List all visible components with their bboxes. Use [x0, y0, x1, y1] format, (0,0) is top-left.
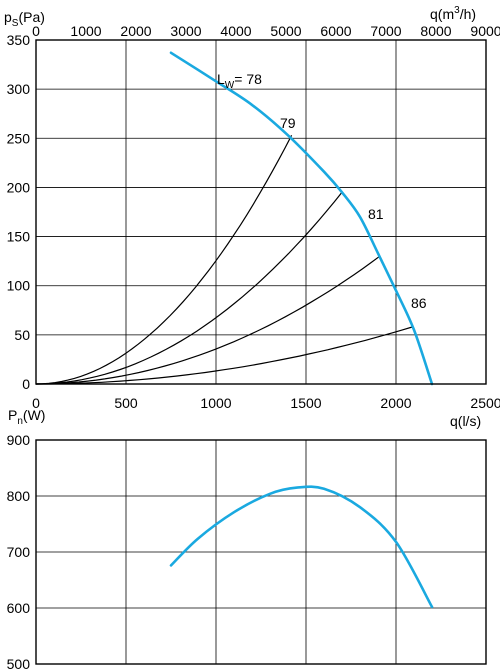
- x-tick-label: 0: [32, 395, 40, 411]
- x2-tick-label: 1000: [70, 23, 101, 39]
- bottom-chart-grid: [35, 439, 487, 665]
- y-tick-label-pressure: 150: [7, 229, 31, 245]
- system-curve: [35, 135, 293, 385]
- y-tick-label-pressure: 0: [22, 376, 30, 392]
- top-chart-curves: [35, 51, 434, 386]
- y-tick-label-pressure: 250: [7, 130, 31, 146]
- x-tick-label: 500: [114, 395, 138, 411]
- fan-pressure-curve: [169, 51, 434, 386]
- x2-tick-label: 9000: [470, 23, 500, 39]
- x2-tick-label: 5000: [270, 23, 301, 39]
- x-axis-label-flow-ls: q(l/s): [450, 413, 481, 429]
- fan-power-curve: [169, 485, 434, 609]
- y-tick-label-power: 500: [7, 656, 31, 671]
- top-chart-grid: [35, 39, 487, 385]
- x2-tick-label: 0: [32, 23, 40, 39]
- tick-labels: 0 500 1000 1500 2000 2500 0 50 100 150 200 250 300 35…: [7, 23, 500, 671]
- y-tick-label-power: 800: [7, 488, 31, 504]
- y-tick-label-pressure: 350: [7, 32, 31, 48]
- system-curve: [36, 326, 413, 385]
- y-tick-label-power: 900: [7, 432, 31, 448]
- x-tick-label: 1500: [290, 395, 321, 411]
- system-curve-label-86: 86: [411, 295, 427, 311]
- x2-tick-label: 3000: [170, 23, 201, 39]
- x2-tick-label: 2000: [120, 23, 151, 39]
- y-tick-label-pressure: 100: [7, 278, 31, 294]
- y-tick-label-power: 700: [7, 544, 31, 560]
- x2-tick-label: 6000: [320, 23, 351, 39]
- sound-power-label: LW= 78: [217, 71, 262, 91]
- y-axis-label-power: Pn(W): [8, 407, 45, 427]
- top-chart-frame: [35, 39, 487, 385]
- y-tick-label-pressure: 50: [14, 327, 30, 343]
- y-tick-label-power: 600: [7, 600, 31, 616]
- x-tick-label: 1000: [200, 395, 231, 411]
- y-tick-label-pressure: 300: [7, 81, 31, 97]
- x2-tick-label: 4000: [220, 23, 251, 39]
- system-curve: [35, 191, 343, 385]
- bottom-chart-frame: [35, 439, 487, 665]
- x2-tick-label: 7000: [370, 23, 401, 39]
- y-tick-label-pressure: 200: [7, 179, 31, 195]
- system-curve-label-81: 81: [368, 206, 384, 222]
- y-axis-label-pressure: pS(Pa): [4, 9, 45, 29]
- x-tick-label: 2500: [470, 395, 500, 411]
- system-curve: [35, 255, 381, 385]
- system-curve-label-79: 79: [280, 115, 296, 131]
- x2-axis-label-flow-m3h: q(m3/h): [430, 5, 476, 22]
- x-tick-label: 2000: [380, 395, 411, 411]
- bottom-chart-curves: [169, 485, 434, 609]
- x2-tick-label: 8000: [420, 23, 451, 39]
